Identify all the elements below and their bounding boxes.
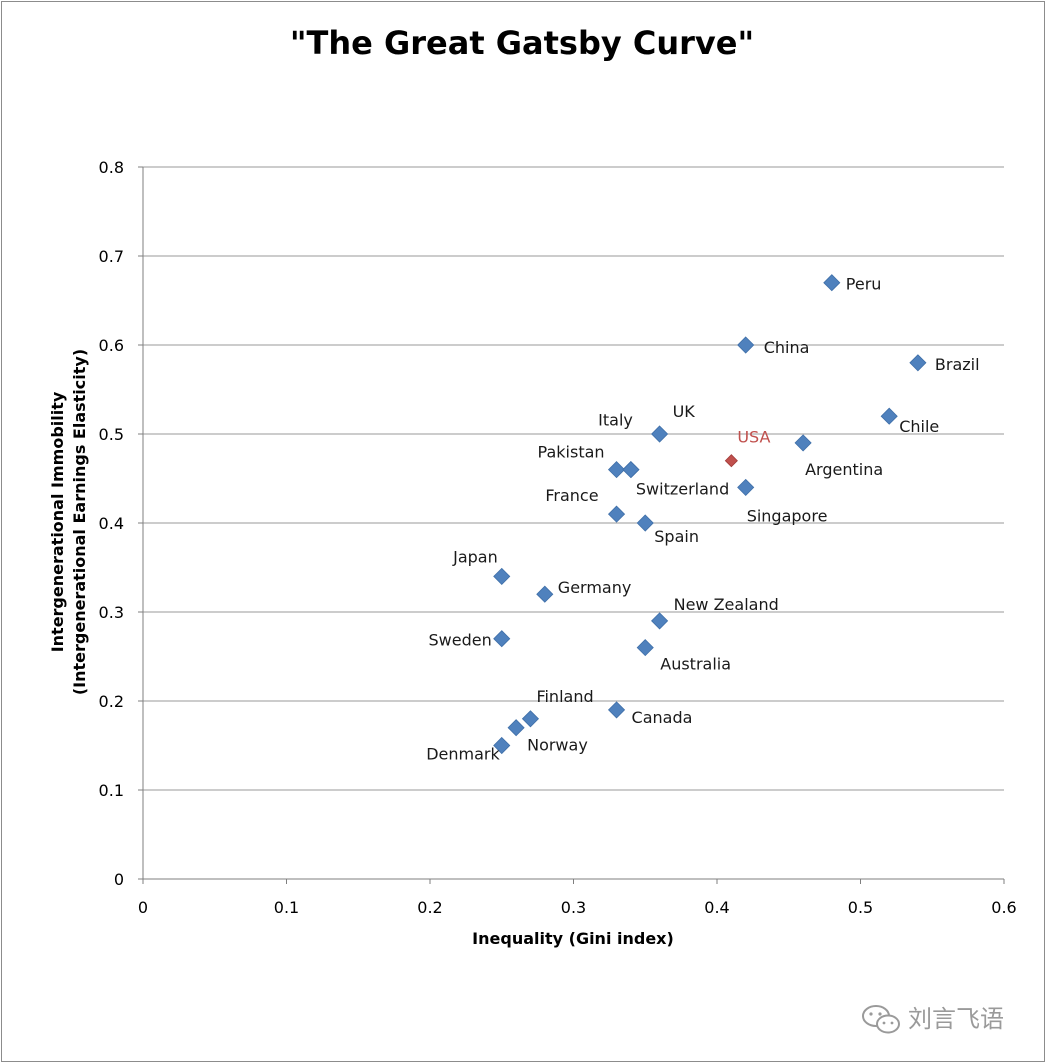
- point-switzerland: [622, 461, 640, 479]
- x-tick-label: 0: [138, 898, 148, 917]
- point-usa: [724, 454, 738, 468]
- chart-title: "The Great Gatsby Curve": [290, 24, 754, 62]
- label-chile: Chile: [899, 417, 939, 436]
- label-pakistan: Pakistan: [538, 443, 605, 462]
- y-tick-label: 0.4: [99, 514, 124, 533]
- x-tick-label: 0.5: [848, 898, 873, 917]
- label-denmark: Denmark: [426, 745, 500, 764]
- label-italy: Italy: [598, 411, 633, 430]
- point-argentina: [794, 434, 812, 452]
- point-finland: [521, 710, 540, 728]
- point-spain: [636, 514, 654, 532]
- x-tick-label: 0.3: [561, 898, 586, 917]
- point-labels: Peru China Brazil Chile UK Italy USA Argentina P…: [426, 275, 979, 764]
- label-argentina: Argentina: [805, 460, 883, 479]
- x-tick-label: 0.1: [274, 898, 299, 917]
- y-tick-label: 0.8: [99, 158, 124, 177]
- watermark-text: 刘言飞语: [908, 1005, 1004, 1033]
- point-new-zealand: [651, 612, 669, 630]
- point-brazil: [909, 354, 927, 372]
- label-usa: USA: [737, 428, 770, 447]
- point-australia: [636, 639, 654, 657]
- label-new-zealand: New Zealand: [674, 595, 779, 614]
- y-axis-title-line-2: (Intergenerational Earnings Elasticity): [70, 349, 89, 695]
- y-tick-label: 0.3: [99, 603, 124, 622]
- point-norway: [507, 719, 525, 737]
- point-germany: [536, 585, 554, 603]
- x-axis-title: Inequality (Gini index): [472, 929, 674, 948]
- point-france: [607, 505, 626, 523]
- y-tick-label: 0.6: [99, 336, 124, 355]
- label-singapore: Singapore: [747, 506, 828, 525]
- point-denmark: [493, 736, 511, 755]
- wechat-icon: [862, 1005, 900, 1034]
- x-tick-label: 0.4: [704, 898, 729, 917]
- point-pakistan: [607, 461, 626, 479]
- point-peru: [823, 274, 841, 292]
- point-uk: [651, 425, 669, 443]
- point-china: [737, 336, 755, 354]
- point-canada: [607, 701, 626, 719]
- label-canada: Canada: [632, 708, 693, 727]
- label-brazil: Brazil: [935, 355, 980, 374]
- label-uk: UK: [673, 402, 696, 421]
- x-tick-labels: 0 0.1 0.2 0.3 0.4 0.5 0.6: [138, 898, 1017, 917]
- label-australia: Australia: [660, 655, 731, 674]
- point-singapore: [737, 478, 755, 496]
- y-tick-label: 0.7: [99, 247, 124, 266]
- x-tick-label: 0.6: [991, 898, 1016, 917]
- label-norway: Norway: [527, 736, 588, 755]
- label-france: France: [545, 486, 598, 505]
- label-finland: Finland: [536, 687, 593, 706]
- data-points: [493, 274, 927, 755]
- gridlines: [143, 166, 1004, 791]
- y-tick-label: 0.1: [99, 781, 124, 800]
- x-tick-label: 0.2: [417, 898, 442, 917]
- point-japan: [493, 567, 511, 585]
- y-tick-label: 0: [114, 870, 124, 889]
- watermark: 刘言飞语: [862, 1005, 1004, 1034]
- label-china: China: [764, 338, 810, 357]
- label-germany: Germany: [558, 578, 632, 597]
- label-japan: Japan: [452, 547, 498, 566]
- y-axis-title-line-1: Intergenerational Immobility: [48, 391, 67, 652]
- label-spain: Spain: [654, 527, 699, 546]
- label-switzerland: Switzerland: [636, 480, 729, 499]
- y-tick-labels: 0 0.1 0.2 0.3 0.4 0.5 0.6 0.7 0.8: [99, 158, 124, 889]
- point-sweden: [493, 630, 511, 648]
- y-tick-label: 0.5: [99, 425, 124, 444]
- axes: [138, 166, 1005, 884]
- label-sweden: Sweden: [429, 631, 492, 650]
- point-chile: [880, 407, 898, 425]
- y-axis-title: Intergenerational Immobility (Intergener…: [48, 349, 89, 695]
- y-tick-label: 0.2: [99, 692, 124, 711]
- label-peru: Peru: [846, 275, 882, 294]
